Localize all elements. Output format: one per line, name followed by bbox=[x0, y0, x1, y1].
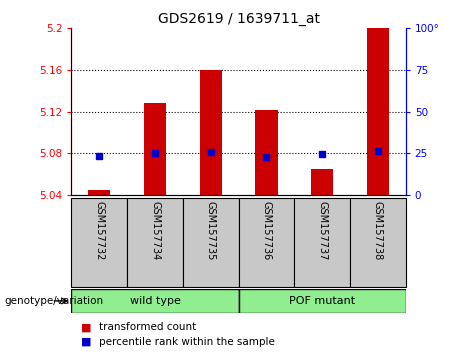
Bar bbox=[311, 169, 333, 195]
Bar bbox=[238, 198, 294, 287]
Text: GSM157737: GSM157737 bbox=[317, 201, 327, 260]
Text: GSM157732: GSM157732 bbox=[95, 201, 104, 260]
Bar bbox=[71, 289, 239, 313]
Text: ■: ■ bbox=[81, 322, 91, 332]
Bar bbox=[183, 198, 238, 287]
Bar bbox=[71, 198, 127, 287]
Bar bbox=[294, 198, 350, 287]
Text: percentile rank within the sample: percentile rank within the sample bbox=[99, 337, 275, 347]
Text: wild type: wild type bbox=[130, 296, 180, 306]
Bar bbox=[88, 189, 111, 195]
Bar bbox=[238, 289, 406, 313]
Bar bbox=[144, 103, 166, 195]
Bar bbox=[350, 198, 406, 287]
Text: genotype/variation: genotype/variation bbox=[5, 296, 104, 306]
Bar bbox=[127, 198, 183, 287]
Bar bbox=[366, 28, 389, 195]
Bar bbox=[255, 110, 278, 195]
Text: GSM157735: GSM157735 bbox=[206, 201, 216, 260]
Text: POF mutant: POF mutant bbox=[289, 296, 355, 306]
Title: GDS2619 / 1639711_at: GDS2619 / 1639711_at bbox=[158, 12, 319, 26]
Bar bbox=[200, 70, 222, 195]
Text: GSM157736: GSM157736 bbox=[261, 201, 272, 260]
Text: GSM157738: GSM157738 bbox=[373, 201, 383, 260]
Text: ■: ■ bbox=[81, 337, 91, 347]
Text: GSM157734: GSM157734 bbox=[150, 201, 160, 260]
Text: transformed count: transformed count bbox=[99, 322, 196, 332]
